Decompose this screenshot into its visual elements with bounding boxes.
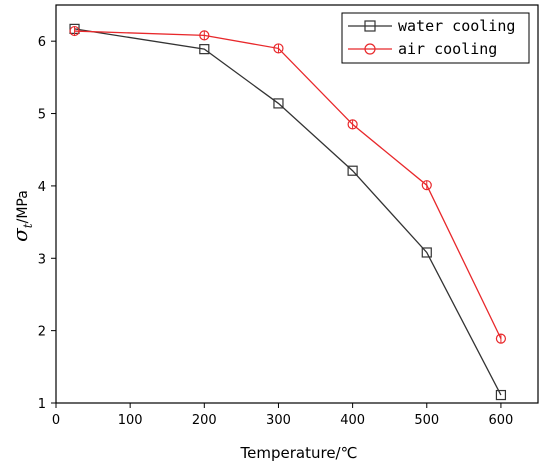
y-tick-label: 1: [38, 397, 46, 412]
legend-circle-marker-icon: [364, 43, 376, 55]
series-air-cooling: [69, 25, 507, 344]
y-tick-label: 3: [38, 252, 46, 267]
x-axis-title: Temperature/℃: [240, 444, 358, 462]
y-axis-subscript: t: [21, 223, 35, 228]
x-tick-label: 300: [266, 413, 291, 428]
legend: water cooling air cooling: [341, 12, 530, 64]
ticks: 0 100 200 300 400 500 600 1 2 3 4 5 6: [38, 35, 514, 428]
legend-label-air-cooling: air cooling: [398, 40, 497, 58]
y-axis-title: σt/MPa: [8, 190, 35, 242]
data-point-water-cooling: [421, 247, 432, 258]
x-tick-label: 500: [414, 413, 439, 428]
y-tick-label: 6: [38, 35, 46, 50]
y-tick-label: 2: [38, 325, 46, 340]
x-tick-label: 600: [489, 413, 514, 428]
data-point-water-cooling: [273, 98, 284, 109]
series-line-water-cooling: [74, 28, 502, 396]
series-group: [69, 23, 507, 401]
series-water-cooling: [69, 23, 507, 401]
legend-entry-water-cooling: water cooling: [348, 17, 515, 35]
y-tick-label: 4: [38, 180, 46, 195]
y-tick-label: 5: [38, 108, 46, 123]
x-tick-label: 200: [192, 413, 217, 428]
axes: [55, 4, 539, 404]
x-tick-label: 400: [340, 413, 365, 428]
y-axis-symbol: σ: [8, 227, 32, 242]
plot-frame: [55, 4, 539, 404]
data-point-water-cooling: [495, 389, 507, 401]
y-axis-unit: /MPa: [15, 190, 31, 223]
legend-entry-air-cooling: air cooling: [348, 40, 497, 58]
legend-square-marker-icon: [364, 20, 376, 32]
data-point-water-cooling: [199, 44, 210, 55]
x-tick-label: 0: [52, 413, 60, 428]
series-line-air-cooling: [74, 30, 502, 339]
data-point-water-cooling: [347, 165, 358, 176]
legend-label-water-cooling: water cooling: [398, 17, 515, 35]
x-tick-label: 100: [118, 413, 143, 428]
